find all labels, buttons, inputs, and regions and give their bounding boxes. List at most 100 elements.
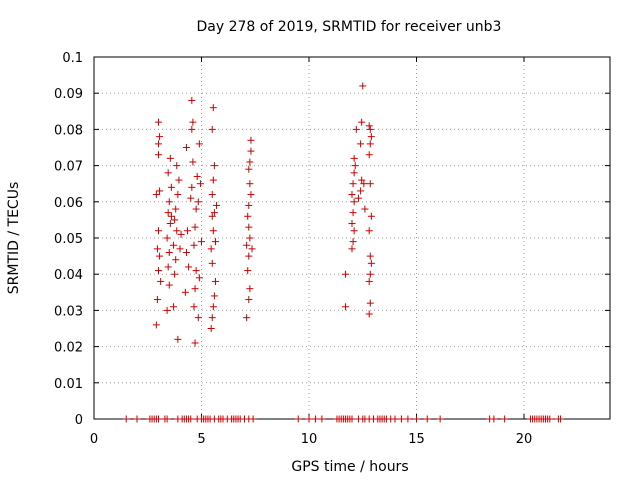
data-point	[294, 415, 302, 423]
data-point	[175, 176, 183, 184]
data-point	[357, 140, 365, 148]
data-point	[172, 256, 180, 264]
data-point	[171, 270, 179, 278]
data-point	[350, 169, 358, 177]
data-point	[349, 209, 357, 217]
data-point	[360, 180, 368, 188]
data-point	[208, 212, 216, 220]
data-point	[187, 194, 195, 202]
x-tick-label: 10	[301, 432, 318, 447]
data-point	[359, 82, 367, 90]
data-point	[349, 238, 357, 246]
data-point	[245, 296, 253, 304]
data-point	[195, 140, 203, 148]
data-point	[350, 154, 358, 162]
data-point	[188, 125, 196, 133]
data-point	[348, 220, 356, 228]
data-point	[357, 187, 365, 195]
data-point	[189, 158, 197, 166]
data-point	[213, 201, 221, 209]
data-point	[176, 245, 184, 253]
data-point	[155, 267, 162, 275]
data-point	[152, 191, 160, 199]
data-point	[211, 238, 219, 246]
data-point	[210, 292, 218, 300]
x-tick-label: 15	[408, 432, 425, 447]
data-point	[391, 415, 399, 423]
data-point	[190, 303, 198, 311]
y-tick-label: 0.06	[54, 196, 83, 211]
data-point	[365, 310, 373, 318]
data-point	[173, 227, 181, 235]
data-point	[246, 180, 254, 188]
data-point	[170, 303, 178, 311]
data-point	[244, 212, 252, 220]
data-point	[436, 415, 444, 423]
data-point	[157, 277, 165, 285]
data-point	[156, 133, 164, 141]
data-point	[184, 227, 192, 235]
data-point	[192, 267, 200, 275]
data-point	[342, 270, 350, 278]
chart-title: Day 278 of 2019, SRMTID for receiver unb…	[197, 19, 502, 35]
data-point	[173, 162, 181, 170]
data-point	[546, 415, 554, 423]
data-point	[366, 270, 374, 278]
data-point	[365, 151, 373, 159]
data-point	[185, 263, 193, 271]
y-tick-label: 0.05	[54, 232, 83, 247]
data-point	[174, 335, 182, 343]
data-point	[165, 198, 173, 206]
data-point	[210, 209, 218, 217]
data-point	[163, 234, 171, 242]
data-point	[358, 176, 366, 184]
y-tick-label: 0.01	[54, 377, 83, 392]
data-point	[192, 205, 200, 213]
data-point	[365, 227, 373, 235]
data-point	[153, 245, 161, 253]
data-point	[348, 245, 356, 253]
x-tick-label: 5	[197, 432, 205, 447]
data-point	[243, 314, 251, 322]
data-point	[207, 245, 215, 253]
data-point	[245, 165, 253, 173]
data-point	[367, 212, 375, 220]
data-point	[167, 212, 175, 220]
data-point	[249, 415, 257, 423]
y-tick-label: 0	[75, 413, 83, 428]
data-point	[194, 198, 202, 206]
data-point	[247, 191, 255, 199]
data-point	[193, 172, 201, 180]
data-point	[351, 162, 359, 170]
data-point	[246, 285, 254, 293]
x-tick-label: 20	[516, 432, 533, 447]
data-point	[305, 415, 313, 423]
data-point	[167, 183, 175, 191]
data-point	[413, 415, 420, 423]
data-point	[165, 248, 173, 256]
data-point	[166, 154, 174, 162]
data-point	[366, 140, 374, 148]
data-point	[153, 296, 161, 304]
x-axis-title: GPS time / hours	[291, 459, 408, 475]
data-point	[348, 415, 356, 423]
data-point	[172, 205, 180, 213]
data-point	[243, 241, 251, 249]
data-point	[366, 299, 374, 307]
y-tick-label: 0.1	[62, 51, 83, 66]
data-point	[208, 191, 216, 199]
x-tick-label: 0	[90, 432, 98, 447]
data-point	[247, 147, 255, 155]
data-point	[348, 191, 356, 199]
data-point	[208, 314, 216, 322]
y-axis-title: SRMTID / TECUs	[6, 182, 22, 295]
data-point	[404, 415, 412, 423]
data-point	[191, 223, 199, 231]
data-point	[209, 227, 217, 235]
data-point	[177, 230, 185, 238]
data-point	[318, 415, 326, 423]
data-point	[170, 241, 178, 249]
data-point	[156, 187, 164, 195]
data-point	[246, 158, 254, 166]
